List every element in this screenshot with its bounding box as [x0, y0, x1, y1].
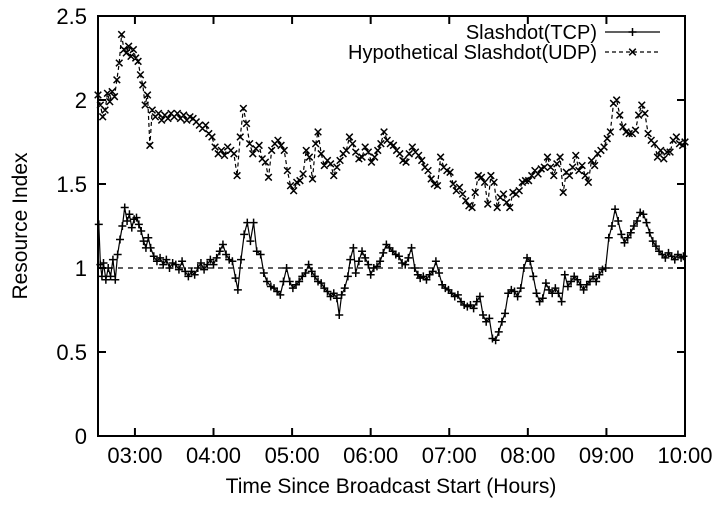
plot-border: [97, 15, 686, 437]
y-tick-label: 2: [75, 88, 87, 113]
x-axis-title: Time Since Broadcast Start (Hours): [226, 475, 557, 498]
y-tick-label: 1.5: [56, 172, 87, 197]
axes-layer: 03:00 04:00 05:00 06:00 07:00 08:00 09:00 10:00…: [56, 4, 712, 468]
x-tick-label: 06:00: [343, 443, 398, 468]
x-tick-label: 05:00: [265, 443, 320, 468]
legend-item: Slashdot(TCP): [466, 22, 660, 44]
x-tick-label: 03:00: [107, 443, 162, 468]
series-line: [98, 207, 684, 342]
series-line: [97, 34, 686, 210]
series-layer: [94, 30, 689, 345]
legend-label: Slashdot(TCP): [466, 22, 597, 44]
y-axis-title: Resource Index: [9, 152, 32, 300]
y-tick-label: 1: [75, 256, 87, 281]
x-tick-label: 08:00: [500, 443, 555, 468]
legend-item: Hypothetical Slashdot(UDP): [348, 42, 660, 64]
y-tick-label: 0.5: [56, 340, 87, 365]
y-tick-label: 0: [75, 424, 87, 449]
y-tick-label: 2.5: [56, 4, 87, 29]
x-tick-label: 07:00: [422, 443, 477, 468]
series-slashdot-tcp: [94, 203, 688, 345]
legend-label: Hypothetical Slashdot(UDP): [348, 42, 597, 64]
legend-marker-sample: [628, 28, 637, 36]
x-tick-label: 09:00: [579, 443, 634, 468]
legend-marker-sample: [628, 48, 637, 56]
plus-markers: [94, 203, 688, 345]
legend: Slashdot(TCP)Hypothetical Slashdot(UDP): [348, 22, 660, 64]
x-tick-label: 10:00: [657, 443, 712, 468]
x-tick-label: 04:00: [186, 443, 241, 468]
